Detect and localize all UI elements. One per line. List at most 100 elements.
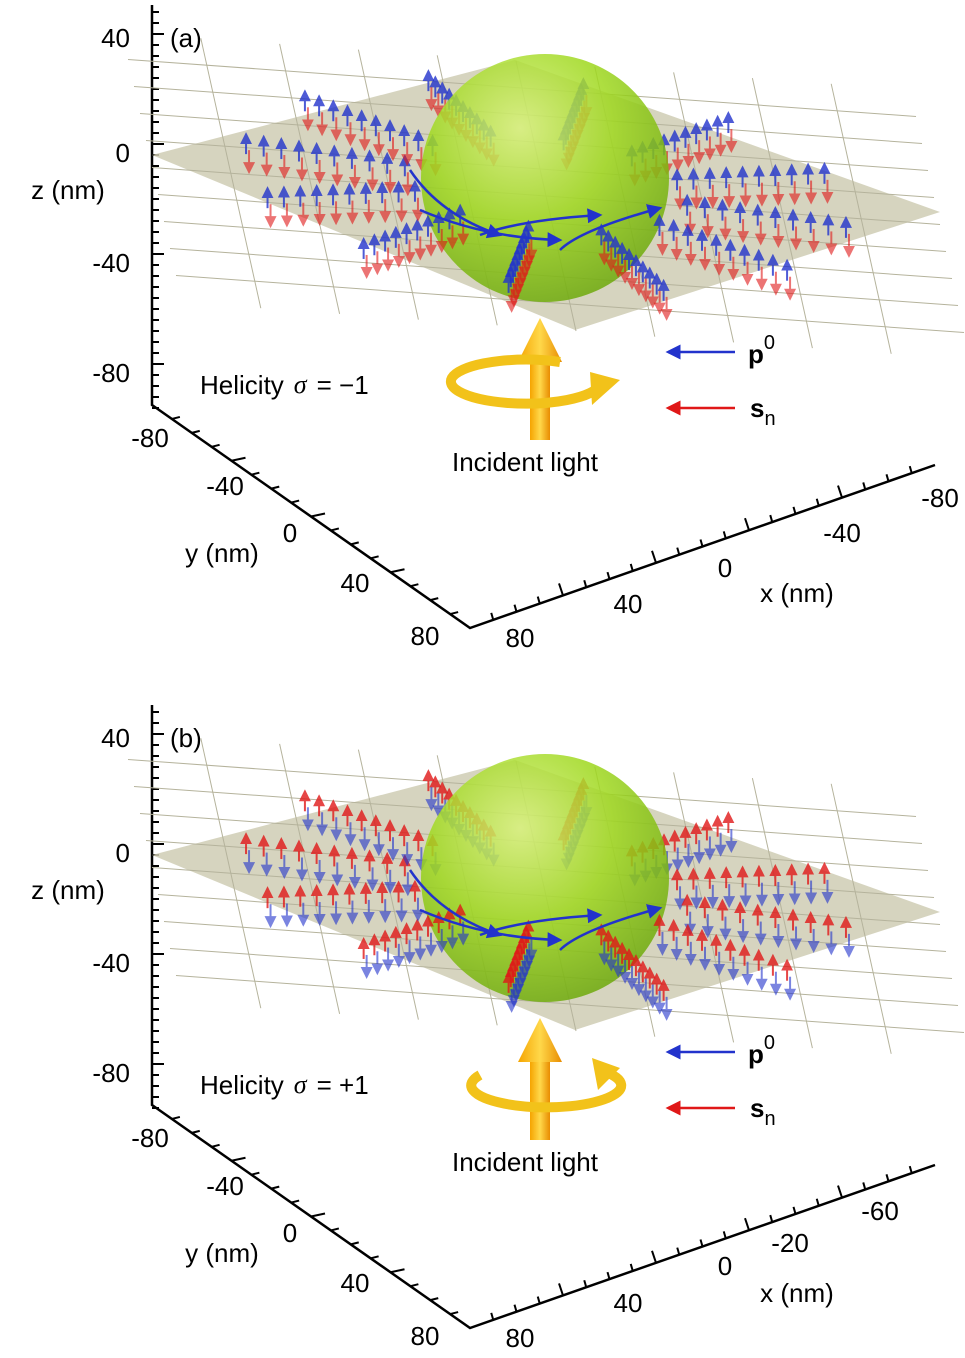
y-minor-tick: [351, 542, 359, 544]
y-minor-tick: [331, 1228, 339, 1230]
x-minor-tick: [584, 1280, 586, 1287]
y-minor-tick: [311, 514, 325, 517]
z-tick-label: -80: [92, 358, 130, 388]
y-minor-tick: [430, 1298, 438, 1300]
y-axis-title: y (nm): [185, 538, 259, 568]
helicity-symbol: σ: [294, 370, 308, 399]
y-minor-tick: [410, 1284, 418, 1286]
y-minor-tick: [430, 598, 438, 600]
x-minor-tick: [608, 572, 610, 579]
x-minor-tick: [863, 482, 865, 489]
y-minor-tick: [371, 1256, 379, 1258]
x-tick-label: -40: [823, 518, 861, 548]
x-minor-tick: [910, 1166, 912, 1173]
y-minor-tick: [351, 1242, 359, 1244]
legend-p-symbol: p: [748, 1039, 764, 1069]
y-tick-label: -80: [131, 423, 169, 453]
x-minor-tick: [631, 1264, 633, 1271]
x-minor-tick: [838, 1186, 842, 1198]
incident-label: Incident light: [452, 1147, 599, 1177]
x-minor-tick: [559, 1283, 563, 1295]
x-minor-tick: [887, 474, 889, 481]
y-minor-tick: [212, 1145, 220, 1147]
x-minor-tick: [724, 1231, 726, 1238]
helicity-word: Helicity: [200, 370, 284, 400]
x-tick-label: 80: [506, 623, 535, 653]
x-tick-label: -20: [771, 1228, 809, 1258]
x-minor-tick: [631, 564, 633, 571]
y-minor-tick: [232, 1158, 246, 1161]
x-minor-tick: [515, 1305, 517, 1312]
legend-s-symbol: s: [750, 1093, 764, 1123]
x-minor-tick: [794, 1207, 796, 1214]
y-tick-label: -80: [131, 1123, 169, 1153]
y-tick-label: 0: [283, 1218, 297, 1248]
helicity-value: = −1: [317, 370, 369, 400]
panel-label: (a): [170, 23, 202, 53]
x-minor-tick: [770, 515, 772, 522]
helicity-symbol: σ: [294, 1070, 308, 1099]
x-tick-label: -60: [861, 1196, 899, 1226]
incident-arrow-head: [518, 1018, 562, 1062]
y-minor-tick: [172, 417, 180, 419]
incident-arrow-shaft: [530, 1060, 550, 1140]
y-minor-tick: [251, 1173, 259, 1175]
y-tick-label: -40: [206, 1171, 244, 1201]
x-minor-tick: [887, 1174, 889, 1181]
x-minor-tick: [491, 613, 493, 620]
x-minor-tick: [491, 1313, 493, 1320]
y-tick-label: 40: [341, 1268, 370, 1298]
legend-p-super: 0: [764, 332, 775, 354]
z-axis-title: z (nm): [31, 175, 105, 205]
x-tick-label: 0: [718, 553, 732, 583]
x-axis-title: x (nm): [760, 1278, 834, 1308]
z-tick-label: 40: [101, 723, 130, 753]
x-minor-tick: [608, 1272, 610, 1279]
z-tick-label: 0: [116, 838, 130, 868]
legend-p-label: p0: [748, 1032, 775, 1069]
legend-p-super: 0: [764, 1032, 775, 1054]
legend-p-label: p0: [748, 332, 775, 369]
x-tick-label: -80: [921, 483, 959, 513]
figure: 40 0 -40 -80 -80 -40 0 40 80 80 40 0 -40 -80 z (nm) y (…: [0, 0, 965, 1358]
legend-p-symbol: p: [748, 339, 764, 369]
sphere: [421, 54, 669, 302]
sphere: [421, 754, 669, 1002]
x-minor-tick: [817, 499, 819, 506]
x-tick-label: 40: [614, 589, 643, 619]
x-minor-tick: [652, 551, 656, 563]
y-minor-tick: [331, 528, 339, 530]
y-minor-tick: [232, 458, 246, 461]
y-minor-tick: [410, 584, 418, 586]
helicity-word: Helicity: [200, 1070, 284, 1100]
x-minor-tick: [701, 540, 703, 547]
legend-s-label: sn: [750, 1093, 776, 1130]
z-tick-label: -40: [92, 948, 130, 978]
helicity-value: = +1: [317, 1070, 369, 1100]
x-tick-label: 40: [614, 1288, 643, 1318]
x-minor-tick: [745, 518, 749, 530]
x-minor-tick: [538, 597, 540, 604]
helicity-ring: [451, 360, 600, 404]
y-minor-tick: [271, 1187, 279, 1189]
x-minor-tick: [910, 466, 912, 473]
x-minor-tick: [538, 1297, 540, 1304]
x-minor-tick: [559, 583, 563, 595]
y-minor-tick: [251, 473, 259, 475]
x-minor-tick: [838, 486, 842, 498]
x-tick-label: 0: [718, 1251, 732, 1281]
x-minor-tick: [817, 1199, 819, 1206]
y-tick-label: 80: [411, 1321, 440, 1351]
x-minor-tick: [745, 1218, 749, 1230]
z-tick-label: 0: [116, 138, 130, 168]
x-tick-label: 80: [506, 1323, 535, 1353]
y-minor-tick: [450, 1312, 458, 1314]
x-minor-tick: [863, 1182, 865, 1189]
x-minor-tick: [677, 548, 679, 555]
incident-label: Incident light: [452, 447, 599, 477]
y-tick-label: 0: [283, 518, 297, 548]
y-minor-tick: [311, 1214, 325, 1217]
x-minor-tick: [652, 1251, 656, 1263]
